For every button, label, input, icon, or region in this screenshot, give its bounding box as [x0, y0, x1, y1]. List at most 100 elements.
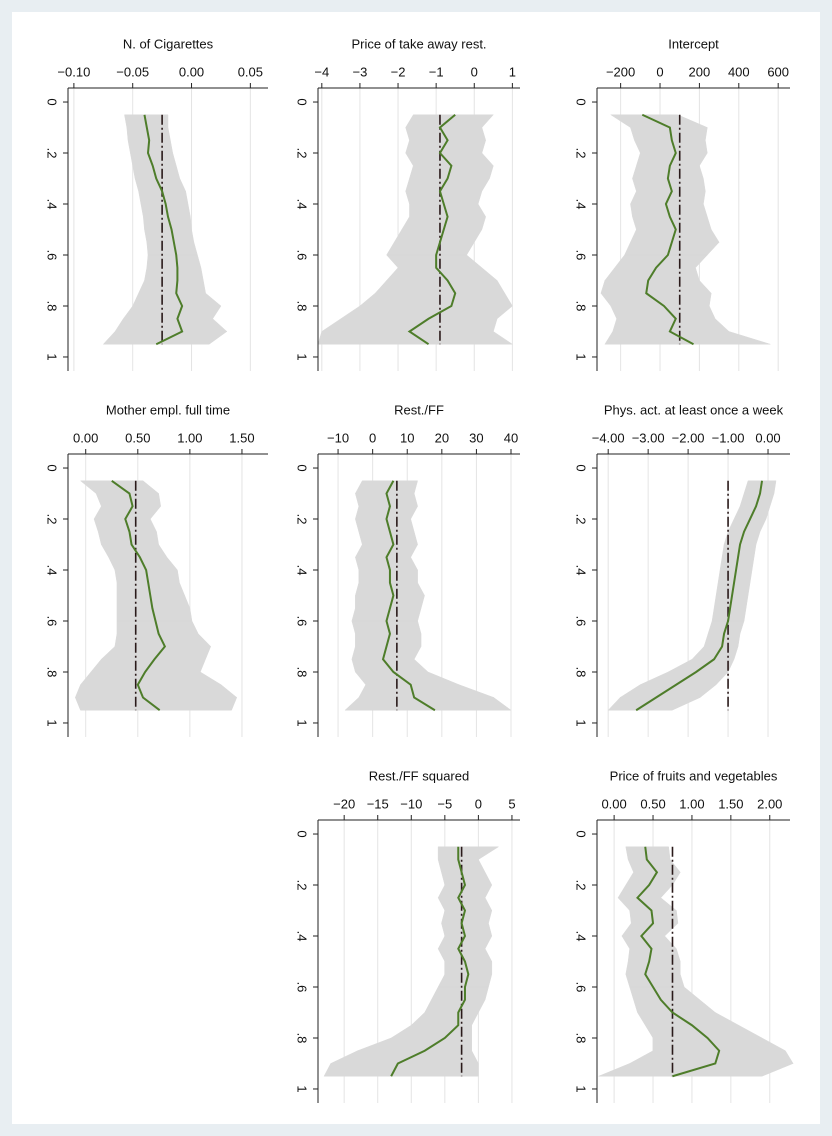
confidence-band	[340, 305, 514, 319]
estimate-line	[641, 113, 694, 346]
confidence-band	[317, 331, 514, 345]
x-tick-label: −10	[327, 430, 349, 445]
confidence-band	[634, 140, 708, 154]
y-tick-label: 1	[295, 719, 310, 726]
confidence-band	[127, 140, 174, 154]
x-tick-label: 0	[369, 430, 376, 445]
y-tick-label: .8	[574, 301, 589, 312]
confidence-band	[441, 910, 493, 924]
confidence-band	[330, 1050, 479, 1064]
y-tick-label: 0	[45, 464, 60, 471]
panel: Intercept −200 0 200 400 600 0 .2 .4 .6 .8 1	[574, 36, 790, 371]
confidence-band	[617, 897, 678, 911]
estimate-line	[407, 114, 457, 346]
x-tick-label: −10	[400, 796, 422, 811]
y-tick-label: .2	[574, 514, 589, 525]
y-tick-label: 0	[574, 98, 589, 105]
x-tick-label: −0.10	[57, 64, 90, 79]
panel: Mother empl. full time 0.00 0.50 1.00 1.50 0.…	[45, 402, 268, 737]
panel-title: Phys. act. at least once a week	[604, 402, 784, 417]
confidence-band	[625, 973, 685, 988]
confidence-band	[358, 531, 418, 545]
x-tick-label: 400	[728, 64, 750, 79]
confidence-band	[95, 493, 162, 507]
x-tick-label: 2.00	[757, 796, 782, 811]
y-tick-label: 1	[295, 1085, 310, 1092]
y-tick-label: .2	[574, 148, 589, 159]
confidence-band	[102, 331, 228, 345]
confidence-band	[431, 986, 489, 1000]
confidence-band	[355, 518, 415, 533]
x-tick-label: 0.00	[755, 430, 780, 445]
confidence-band	[609, 114, 708, 128]
x-tick-label: −0.05	[116, 64, 149, 79]
x-tick-label: −1	[429, 64, 444, 79]
confidence-band	[79, 671, 223, 685]
y-tick-label: .2	[45, 514, 60, 525]
confidence-band	[146, 254, 202, 268]
confidence-band	[146, 241, 198, 256]
confidence-band	[668, 658, 735, 673]
panel: Price of fruits and vegetables 0.00 0.50 1.…	[574, 768, 794, 1103]
y-tick-label: .4	[45, 199, 60, 210]
x-tick-label: 0.00	[73, 430, 98, 445]
confidence-band	[358, 569, 418, 584]
confidence-band	[441, 923, 493, 937]
confidence-band	[607, 697, 701, 711]
confidence-band	[386, 241, 475, 256]
confidence-band	[100, 544, 168, 558]
confidence-band	[144, 267, 204, 281]
confidence-band	[358, 684, 494, 698]
x-tick-label: 0	[656, 64, 663, 79]
confidence-band	[116, 595, 191, 609]
y-tick-label: .8	[295, 1033, 310, 1044]
confidence-band	[144, 229, 195, 243]
y-tick-label: .2	[295, 880, 310, 891]
x-tick-label: 0.05	[238, 64, 263, 79]
x-tick-label: 5	[508, 796, 515, 811]
confidence-band	[390, 1024, 472, 1039]
y-tick-label: .8	[295, 301, 310, 312]
panel: Price of take away rest. −4 −3 −2 −1 0 1 0 .2 .4.…	[295, 36, 520, 371]
confidence-band	[629, 986, 701, 1000]
y-tick-label: .4	[295, 199, 310, 210]
confidence-band	[359, 292, 513, 307]
estimate-line	[636, 846, 721, 1078]
y-tick-label: 1	[45, 353, 60, 360]
confidence-band	[441, 872, 493, 886]
y-tick-label: .8	[45, 301, 60, 312]
y-tick-label: .4	[574, 199, 589, 210]
y-tick-label: .6	[295, 982, 310, 993]
confidence-band	[74, 684, 238, 698]
confidence-band	[629, 910, 679, 924]
y-tick-label: 0	[295, 830, 310, 837]
confidence-band	[640, 671, 729, 685]
y-tick-label: 1	[295, 353, 310, 360]
confidence-band	[410, 1012, 479, 1026]
y-tick-label: .6	[45, 616, 60, 627]
y-tick-label: .6	[295, 616, 310, 627]
x-tick-label: 0.50	[125, 430, 150, 445]
estimate-line	[111, 479, 167, 712]
y-tick-label: .2	[45, 148, 60, 159]
panel: Phys. act. at least once a week −4.00 −3.0…	[574, 402, 790, 737]
confidence-band	[393, 229, 483, 243]
y-tick-label: .6	[295, 250, 310, 261]
y-tick-label: .2	[295, 148, 310, 159]
y-tick-label: 0	[574, 830, 589, 837]
x-tick-label: −1.00	[712, 430, 745, 445]
y-tick-label: .8	[574, 667, 589, 678]
y-tick-label: .6	[574, 616, 589, 627]
confidence-band	[114, 318, 228, 332]
y-tick-label: .4	[295, 931, 310, 942]
y-tick-label: 0	[295, 464, 310, 471]
confidence-band	[74, 697, 238, 711]
confidence-band	[344, 697, 512, 711]
confidence-band	[604, 331, 771, 345]
x-tick-label: 0.50	[640, 796, 665, 811]
x-tick-label: 1.50	[229, 430, 254, 445]
x-tick-label: −2.00	[672, 430, 705, 445]
panel-title: Price of fruits and vegetables	[610, 768, 778, 783]
confidence-band	[351, 658, 429, 673]
confidence-band	[357, 1037, 472, 1051]
